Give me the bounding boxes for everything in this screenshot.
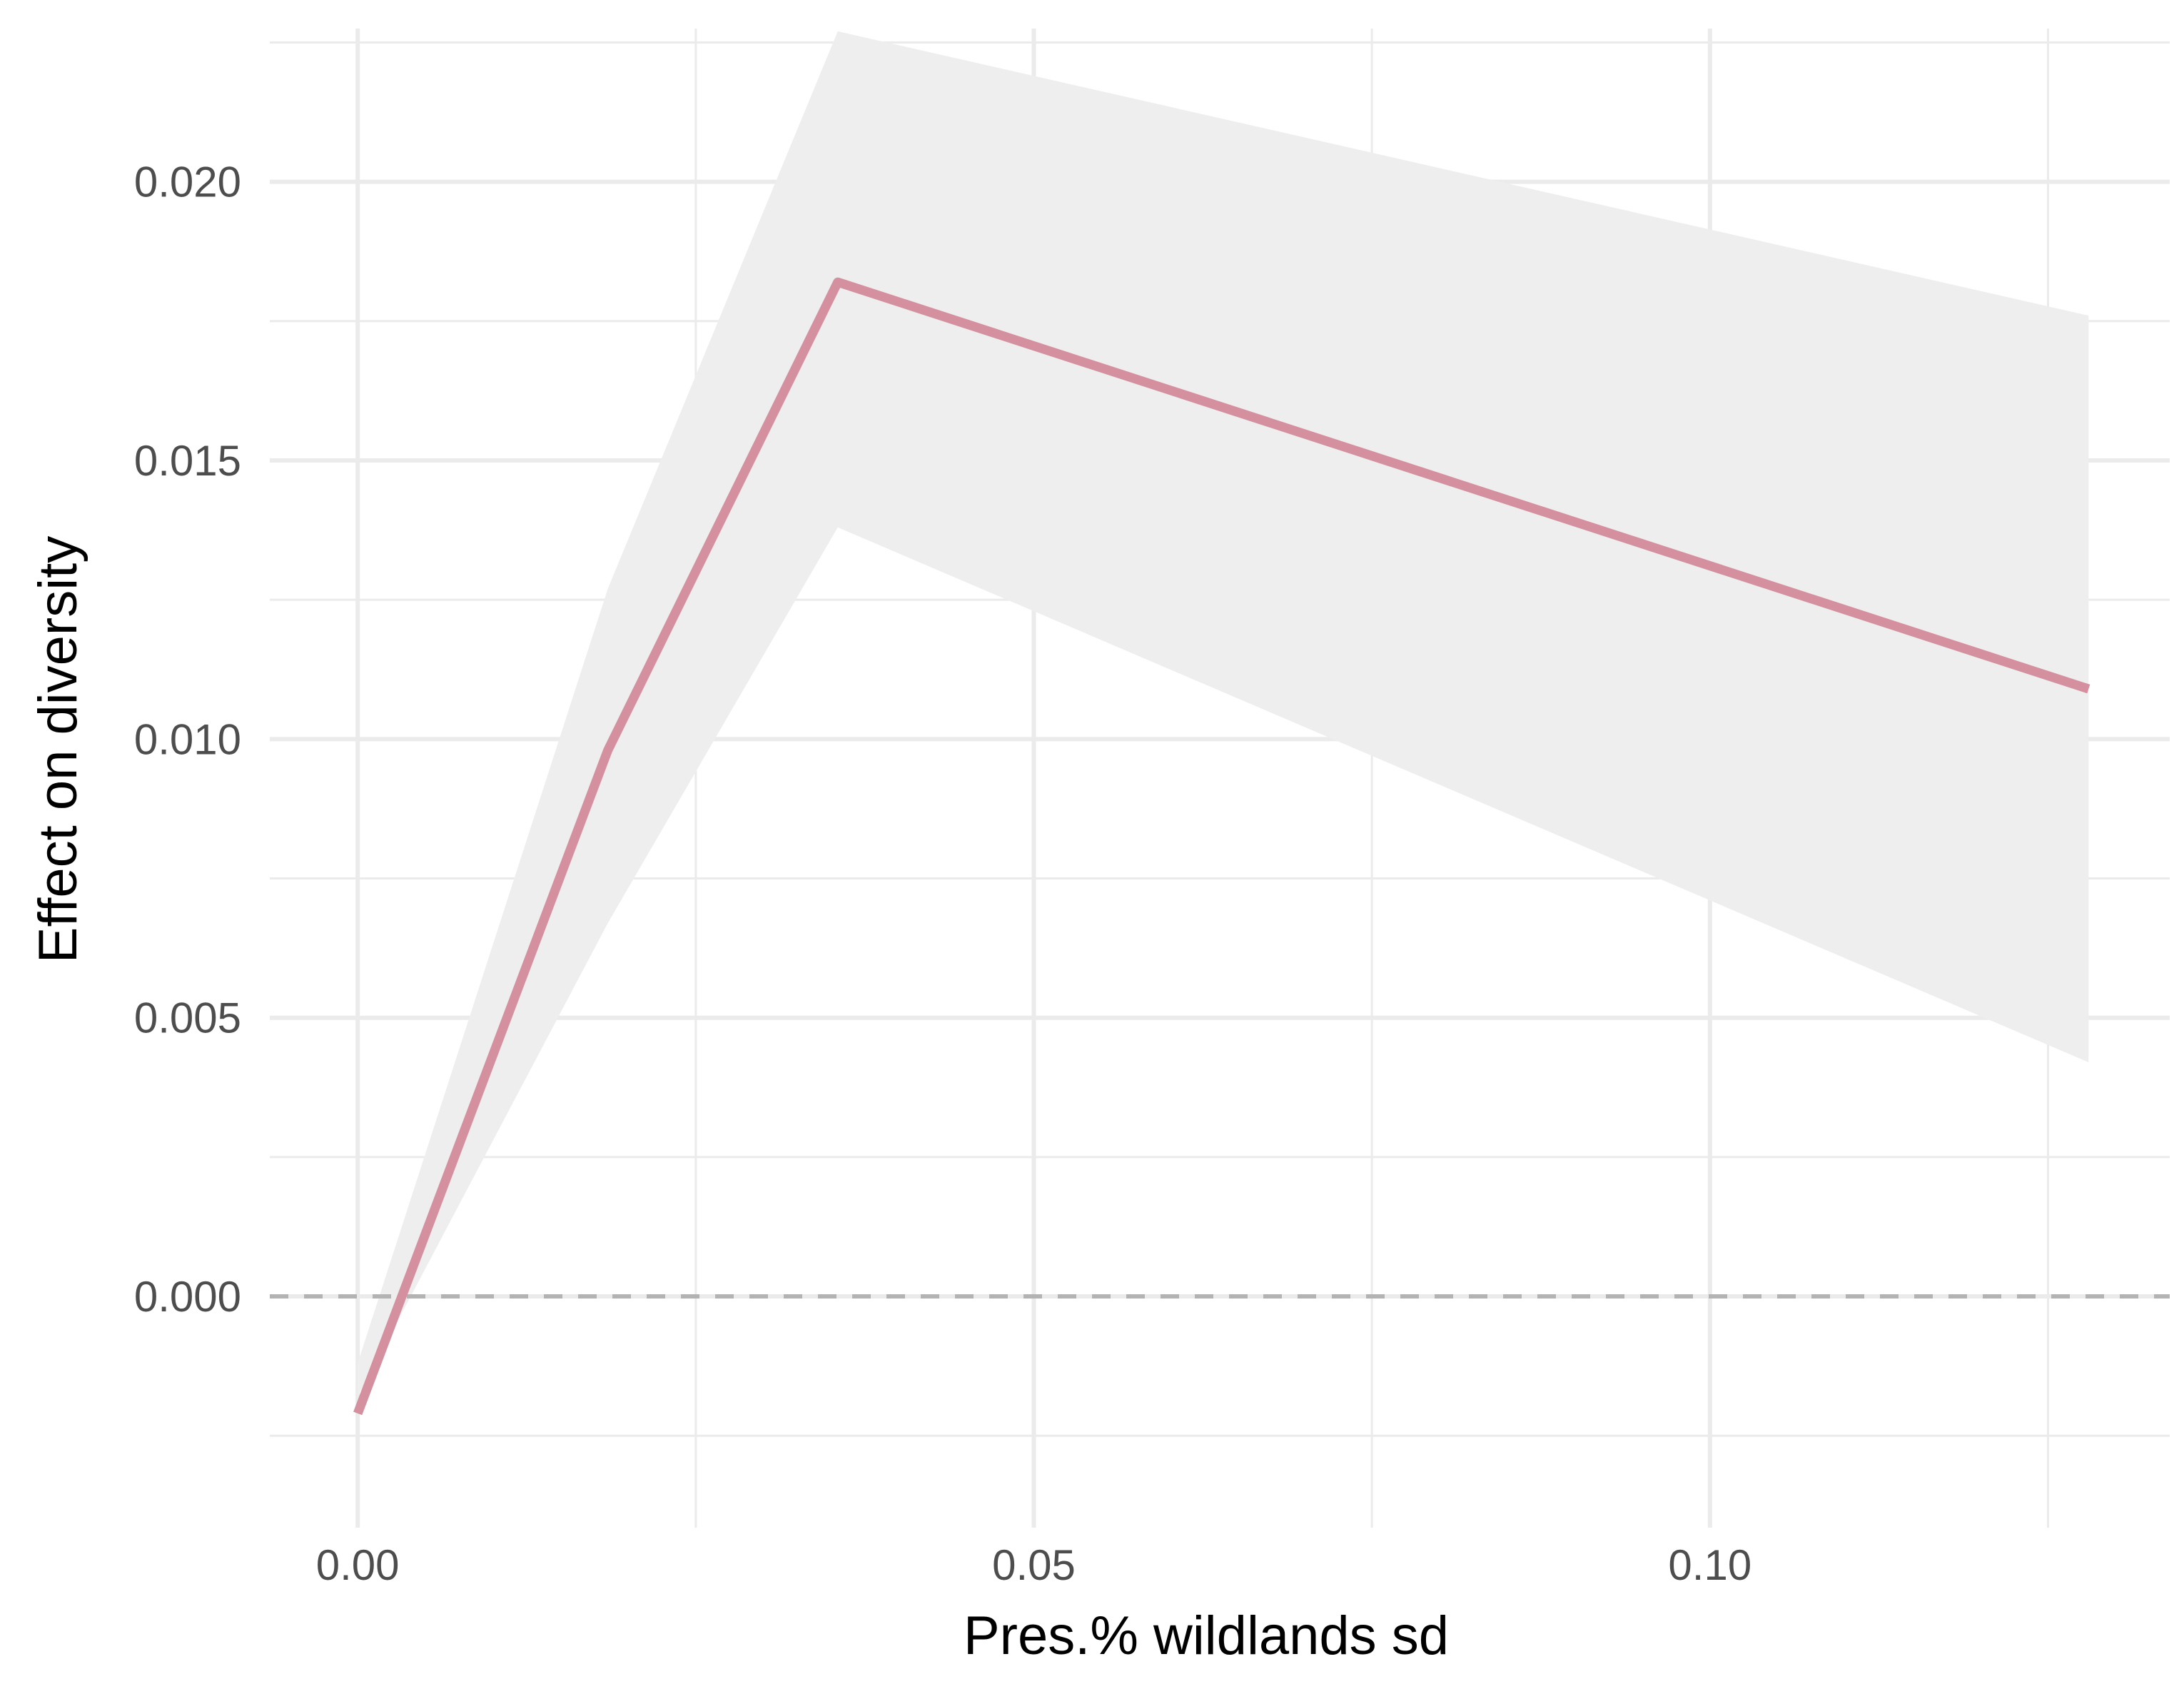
x-tick-label: 0.00 [316, 1541, 400, 1589]
y-tick-label: 0.020 [134, 158, 241, 206]
confidence-ribbon [358, 31, 2089, 1397]
y-tick-label: 0.010 [134, 715, 241, 763]
confidence-band [358, 31, 2089, 1397]
x-tick-label: 0.05 [992, 1541, 1076, 1589]
y-tick-label: 0.005 [134, 994, 241, 1042]
y-tick-label: 0.015 [134, 437, 241, 485]
effect-line [353, 277, 2091, 1416]
x-axis-ticks: 0.00 0.05 0.10 [316, 1541, 1751, 1589]
x-tick-label: 0.10 [1668, 1541, 1751, 1589]
x-axis-title: Pres.% wildlands sd [964, 1605, 1449, 1666]
y-tick-label: 0.000 [134, 1273, 241, 1321]
y-axis-title: Effect on diversity [28, 536, 89, 963]
effect-series [353, 277, 2091, 1416]
y-axis-ticks: 0.000 0.005 0.010 0.015 0.020 [134, 158, 241, 1321]
